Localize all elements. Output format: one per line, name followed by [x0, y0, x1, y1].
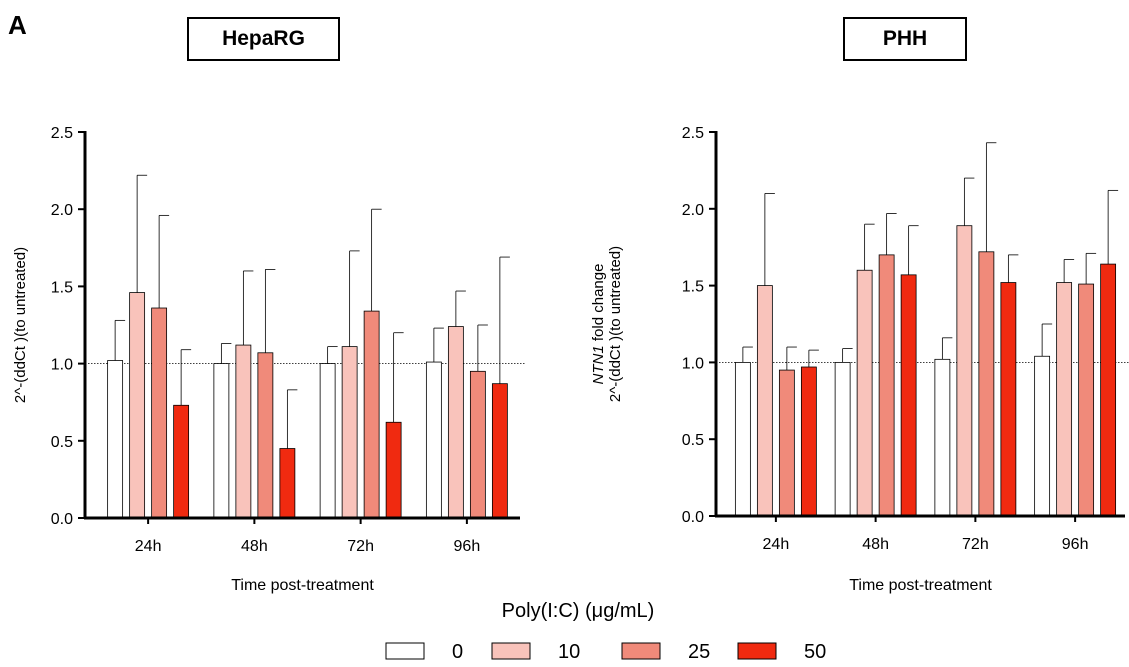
x-axis-label: Time post-treatment [849, 577, 992, 594]
bar [834, 361, 851, 517]
heparg-panel: 24h 48h 72h 96h 0.0 0.5 1.0 1.5 2.0 2.5 Time post-… [12, 125, 525, 594]
bar [385, 421, 402, 519]
bar [447, 326, 464, 519]
legend-swatch [385, 642, 425, 660]
y-tick-label: 1.5 [51, 279, 73, 296]
x-tick-label: 48h [241, 538, 268, 555]
bar [107, 360, 124, 519]
bar [213, 363, 230, 519]
y-tick-label: 1.0 [51, 357, 73, 374]
bar [878, 254, 895, 517]
x-tick-label: 24h [763, 536, 790, 553]
bar [856, 269, 873, 517]
bar [934, 358, 951, 517]
y-tick-label: 1.5 [682, 279, 704, 296]
x-tick-label: 96h [1062, 536, 1089, 553]
bar [1078, 283, 1095, 517]
bar [425, 361, 442, 519]
legend-swatch [491, 642, 531, 660]
x-tick-label: 48h [862, 536, 889, 553]
bar [900, 274, 917, 517]
y-axis-label-text: fold change [590, 264, 607, 346]
legend-label: 25 [688, 641, 710, 663]
y-tick-label: 2.5 [51, 125, 73, 142]
legend-swatch [737, 642, 777, 660]
y-tick-label: 0.5 [51, 434, 73, 451]
bar [1000, 282, 1017, 517]
bar [151, 307, 168, 519]
bar [341, 346, 358, 519]
bar [235, 344, 252, 519]
y-axis-label-gene: NTN1 [590, 345, 607, 384]
y-axis-label-line2: 2^-(ddCt )(to untreated) [607, 246, 624, 402]
x-axis-label: Time post-treatment [231, 577, 374, 594]
legend-label: 0 [452, 641, 463, 663]
bar [363, 310, 380, 519]
bar [469, 370, 486, 519]
bar [173, 404, 190, 519]
y-tick-label: 1.0 [682, 355, 704, 372]
y-axis-label-line1: NTN1 fold change [590, 264, 607, 385]
y-tick-label: 2.5 [682, 125, 704, 142]
bar [319, 363, 336, 519]
phh-panel: 24h 48h 72h 96h 0.0 0.5 1.0 1.5 2.0 2.5 Time post-… [590, 125, 1129, 594]
heparg-title-box: HepaRG [187, 17, 340, 61]
y-tick-label: 0.0 [51, 511, 73, 528]
bar [778, 369, 795, 517]
legend-label: 10 [558, 641, 580, 663]
y-tick-label: 0.5 [682, 432, 704, 449]
legend-swatch [621, 642, 661, 660]
x-tick-label: 72h [347, 538, 374, 555]
bar [257, 352, 274, 519]
x-tick-label: 96h [454, 538, 481, 555]
bar [800, 366, 817, 517]
legend: Poly(I:C) (μg/mL) 0 10 25 50 [385, 600, 826, 663]
y-tick-label: 2.0 [51, 202, 73, 219]
y-tick-label: 0.0 [682, 509, 704, 526]
x-tick-label: 72h [962, 536, 989, 553]
bar [734, 361, 751, 517]
legend-label: 50 [804, 641, 826, 663]
bar [1100, 263, 1117, 517]
y-tick-label: 2.0 [682, 202, 704, 219]
bar [491, 383, 508, 519]
bar [978, 251, 995, 517]
y-axis-label-line2: 2^-(ddCt )(to untreated) [12, 247, 29, 403]
x-tick-label: 24h [135, 538, 162, 555]
legend-title: Poly(I:C) (μg/mL) [502, 600, 655, 622]
bar [756, 285, 773, 517]
bar [956, 225, 973, 517]
bar [1034, 355, 1051, 517]
bar [1056, 282, 1073, 517]
phh-title-box: PHH [843, 17, 967, 61]
bar [279, 448, 296, 519]
panel-letter: A [8, 10, 27, 40]
bar [129, 292, 146, 519]
